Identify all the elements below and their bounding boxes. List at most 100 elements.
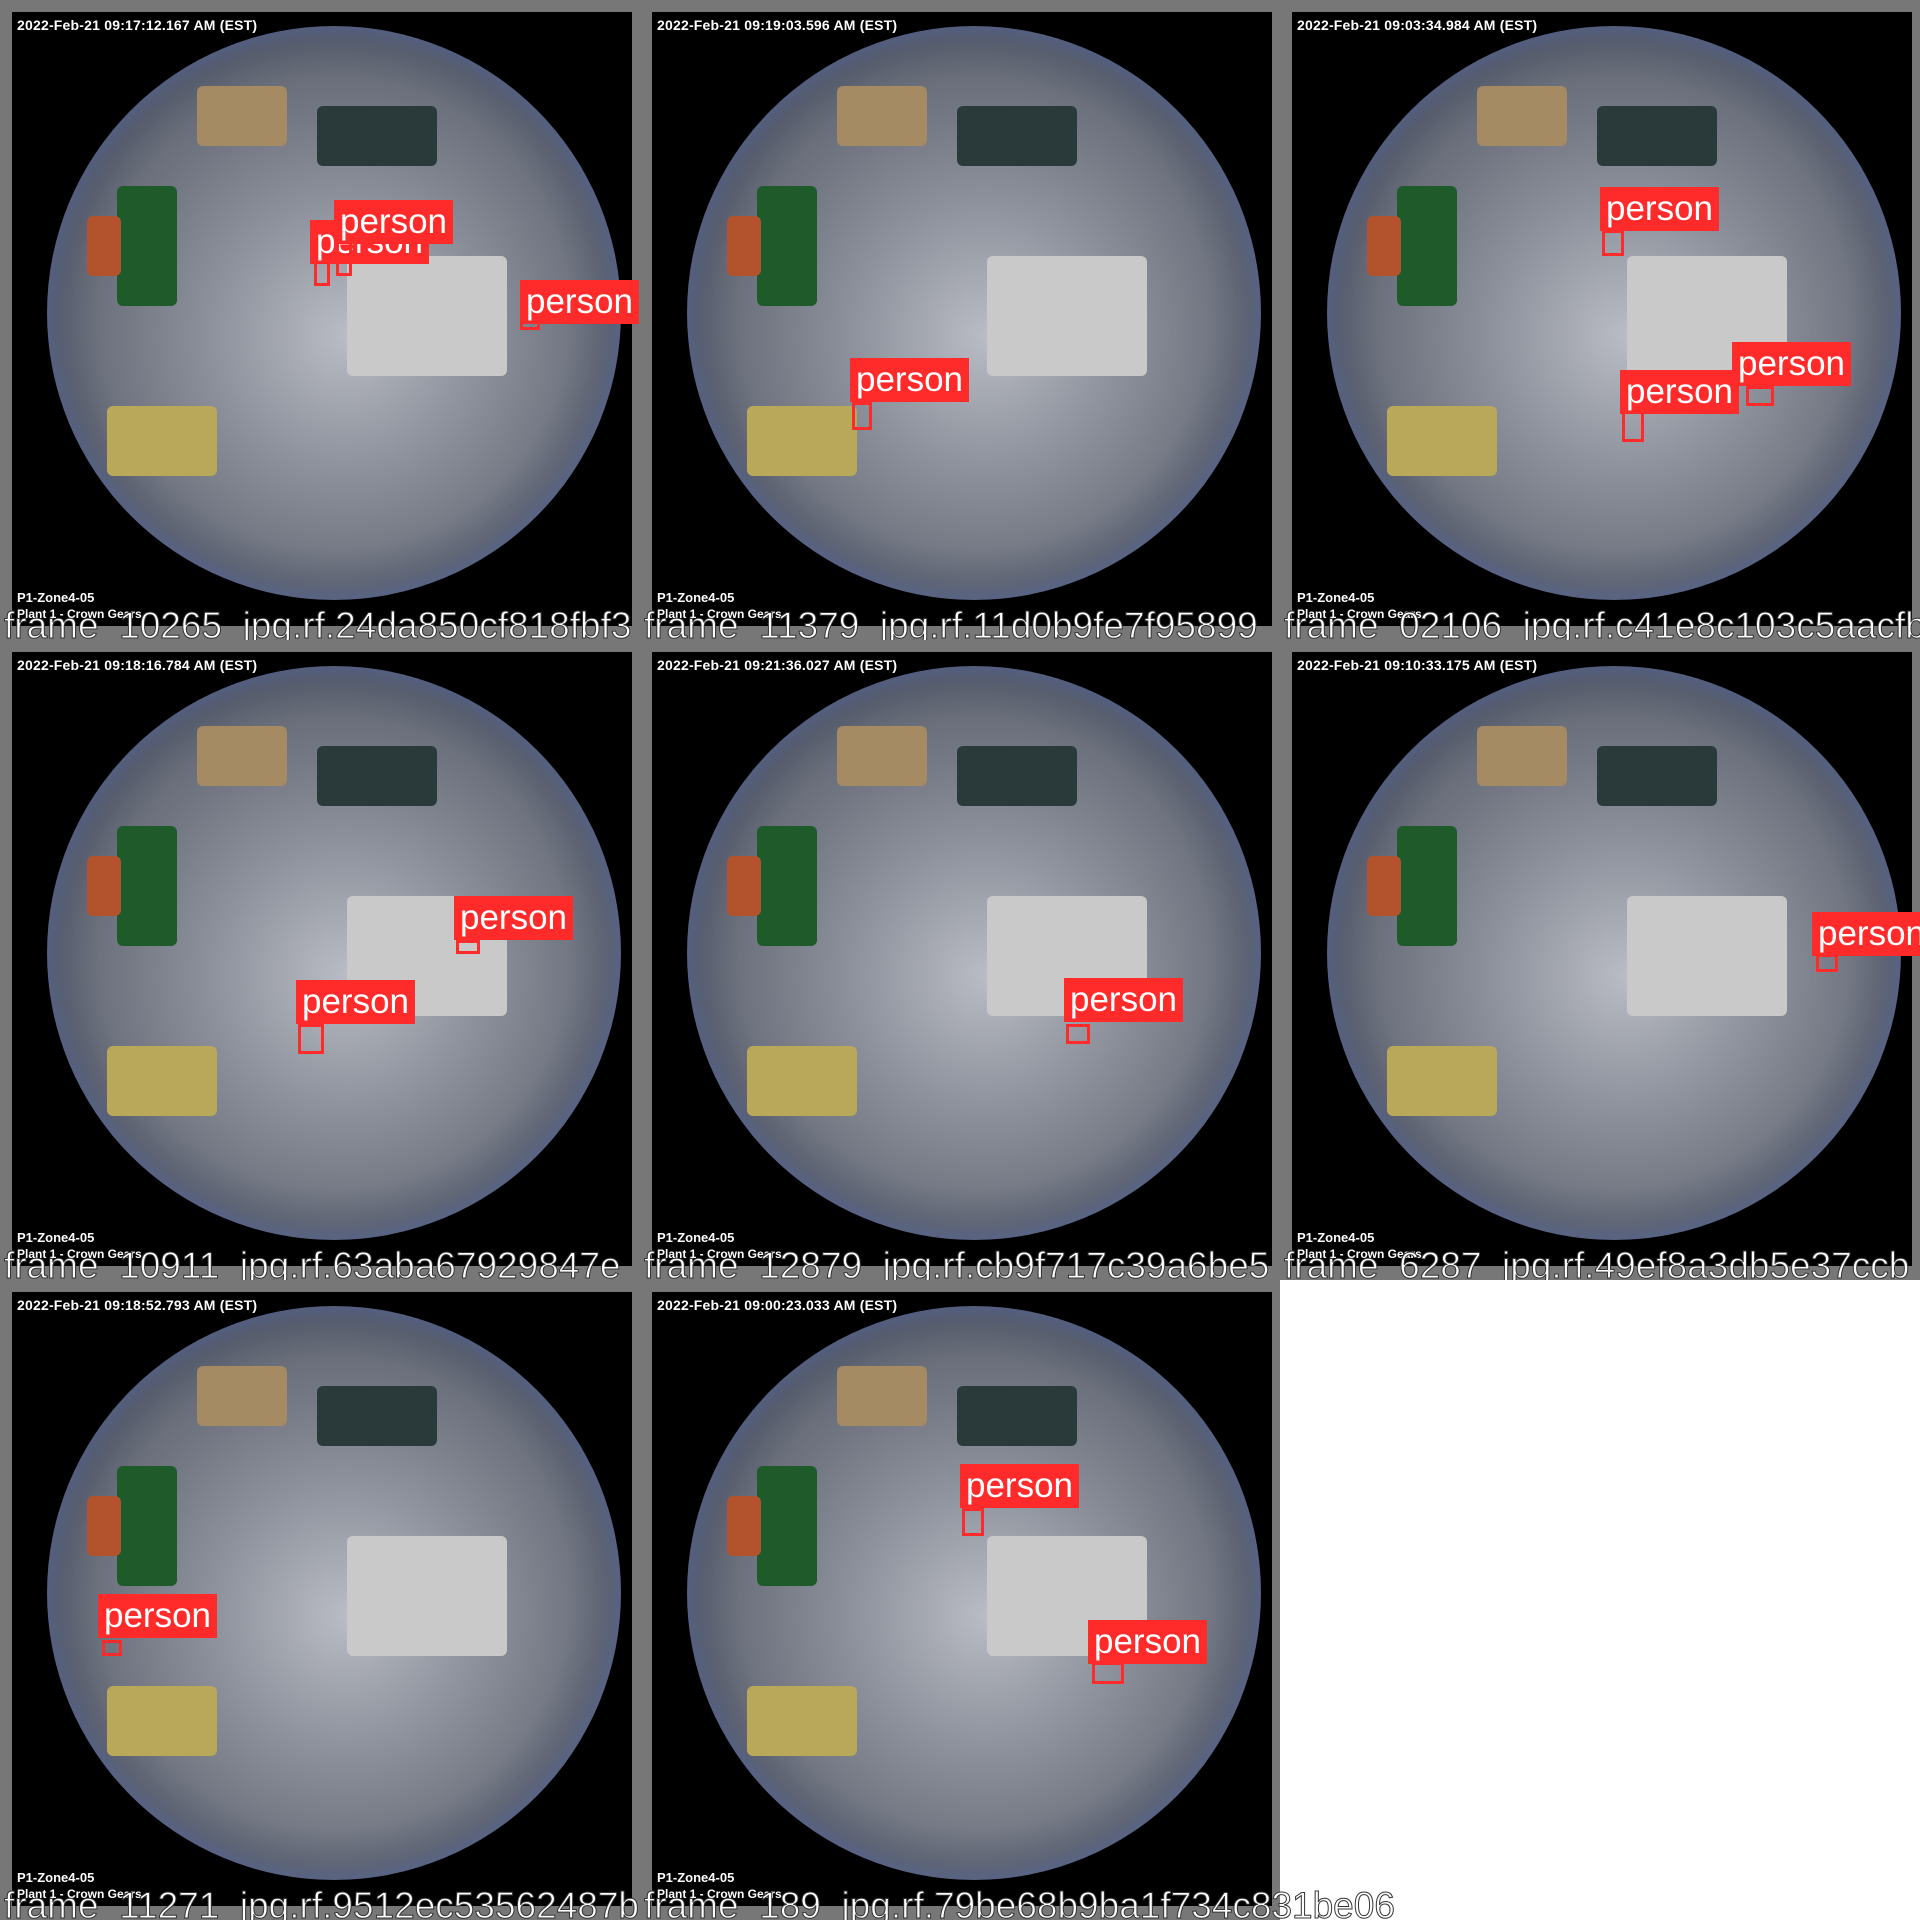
filename-caption: frame_189_jpg.rf.79be68b9ba1f734c831be06: [644, 1885, 1396, 1920]
image-tile-4: 2022-Feb-21 09:18:16.784 AM (EST) P1-Zon…: [0, 640, 640, 1280]
image-tile-8: 2022-Feb-21 09:00:23.033 AM (EST) P1-Zon…: [640, 1280, 1420, 1920]
timestamp: 2022-Feb-21 09:18:52.793 AM (EST): [17, 1297, 258, 1313]
machinery: [987, 256, 1147, 376]
orange-bins: [1367, 856, 1401, 916]
detection-box: [298, 1024, 324, 1054]
camera-view: [12, 1292, 632, 1906]
timestamp: 2022-Feb-21 09:00:23.033 AM (EST): [657, 1297, 898, 1313]
detection-label: person: [1620, 370, 1740, 414]
detection-box: [1816, 954, 1838, 972]
fisheye-image: [687, 666, 1261, 1240]
zone-label: P1-Zone4-05: [17, 1230, 95, 1245]
timestamp: 2022-Feb-21 09:19:03.596 AM (EST): [657, 17, 898, 33]
plant-label: Plant 1 - Crown Gears: [17, 607, 142, 621]
detection-box: [102, 1640, 122, 1656]
image-tile-7: 2022-Feb-21 09:18:52.793 AM (EST) P1-Zon…: [0, 1280, 640, 1920]
green-racks: [117, 1466, 177, 1586]
fisheye-image: [47, 666, 621, 1240]
green-racks: [117, 826, 177, 946]
fisheye-image: [1327, 26, 1901, 600]
wooden-crates: [197, 726, 287, 786]
green-racks: [757, 1466, 817, 1586]
timestamp: 2022-Feb-21 09:17:12.167 AM (EST): [17, 17, 258, 33]
camera-view: [12, 652, 632, 1266]
yellow-structure: [107, 1686, 217, 1756]
camera-view: [652, 652, 1272, 1266]
zone-label: P1-Zone4-05: [657, 1230, 735, 1245]
plant-label: Plant 1 - Crown Gears: [1297, 607, 1422, 621]
detection-box: [1066, 1024, 1090, 1044]
detection-label: person: [850, 358, 970, 402]
detection-label: person: [1600, 187, 1720, 231]
image-tile-2: 2022-Feb-21 09:19:03.596 AM (EST) P1-Zon…: [640, 0, 1280, 640]
image-tile-6: 2022-Feb-21 09:10:33.175 AM (EST) P1-Zon…: [1280, 640, 1920, 1280]
dark-racks: [317, 1386, 437, 1446]
yellow-structure: [107, 406, 217, 476]
detection-label: person: [98, 1594, 218, 1638]
zone-label: P1-Zone4-05: [657, 1870, 735, 1885]
detection-label: person: [520, 280, 640, 324]
fisheye-image: [1327, 666, 1901, 1240]
image-tile-1: 2022-Feb-21 09:17:12.167 AM (EST) P1-Zon…: [0, 0, 640, 640]
machinery: [1627, 896, 1787, 1016]
image-tile-5: 2022-Feb-21 09:21:36.027 AM (EST) P1-Zon…: [640, 640, 1280, 1280]
plant-label: Plant 1 - Crown Gears: [657, 1247, 782, 1261]
camera-view: [652, 12, 1272, 626]
zone-label: P1-Zone4-05: [1297, 1230, 1375, 1245]
dark-racks: [957, 106, 1077, 166]
zone-label: P1-Zone4-05: [17, 590, 95, 605]
filename-caption: frame_10265_jpg.rf.24da850cf818fbf3: [3, 605, 632, 640]
detection-label: person: [1732, 342, 1852, 386]
detection-box: [852, 402, 872, 430]
wooden-crates: [837, 1366, 927, 1426]
dark-racks: [317, 746, 437, 806]
filename-caption: frame_11271_jpg.rf.9512ec53562487b: [4, 1885, 640, 1920]
camera-view: [1292, 12, 1912, 626]
yellow-structure: [747, 1686, 857, 1756]
wooden-crates: [197, 86, 287, 146]
orange-bins: [1367, 216, 1401, 276]
orange-bins: [87, 216, 121, 276]
plant-label: Plant 1 - Crown Gears: [17, 1887, 142, 1901]
detection-label: person: [1088, 1620, 1208, 1664]
orange-bins: [727, 1496, 761, 1556]
green-racks: [757, 186, 817, 306]
dark-racks: [957, 746, 1077, 806]
plant-label: Plant 1 - Crown Gears: [657, 1887, 782, 1901]
dark-racks: [1597, 746, 1717, 806]
detection-box: [1602, 230, 1624, 256]
wooden-crates: [1477, 726, 1567, 786]
orange-bins: [727, 856, 761, 916]
image-tile-3: 2022-Feb-21 09:03:34.984 AM (EST) P1-Zon…: [1280, 0, 1920, 640]
detection-label: person: [334, 200, 454, 244]
wooden-crates: [837, 86, 927, 146]
filename-caption: frame_02106_jpg.rf.c41e8c103c5aacfb: [1284, 605, 1920, 640]
detection-label: person: [1812, 912, 1920, 956]
orange-bins: [87, 1496, 121, 1556]
filename-caption: frame_11379_jpg.rf.11d0b9fe7f95899: [644, 605, 1259, 640]
green-racks: [757, 826, 817, 946]
detection-box: [1622, 410, 1644, 442]
wooden-crates: [197, 1366, 287, 1426]
timestamp: 2022-Feb-21 09:18:16.784 AM (EST): [17, 657, 258, 673]
timestamp: 2022-Feb-21 09:03:34.984 AM (EST): [1297, 17, 1538, 33]
zone-label: P1-Zone4-05: [1297, 590, 1375, 605]
detection-box: [1092, 1662, 1124, 1684]
yellow-structure: [1387, 1046, 1497, 1116]
filename-caption: frame_12879_jpg.rf.cb9f717c39a6be5: [643, 1245, 1270, 1280]
detection-label: person: [454, 896, 574, 940]
machinery: [347, 256, 507, 376]
detection-box: [336, 240, 352, 276]
detection-label: person: [296, 980, 416, 1024]
fisheye-image: [687, 26, 1261, 600]
machinery: [347, 1536, 507, 1656]
dark-racks: [957, 1386, 1077, 1446]
plant-label: Plant 1 - Crown Gears: [1297, 1247, 1422, 1261]
yellow-structure: [1387, 406, 1497, 476]
filename-caption: frame_10911_jpg.rf.63aba67929847e: [4, 1245, 621, 1280]
fisheye-image: [47, 1306, 621, 1880]
yellow-structure: [107, 1046, 217, 1116]
detection-label: person: [960, 1464, 1080, 1508]
green-racks: [1397, 186, 1457, 306]
dark-racks: [317, 106, 437, 166]
